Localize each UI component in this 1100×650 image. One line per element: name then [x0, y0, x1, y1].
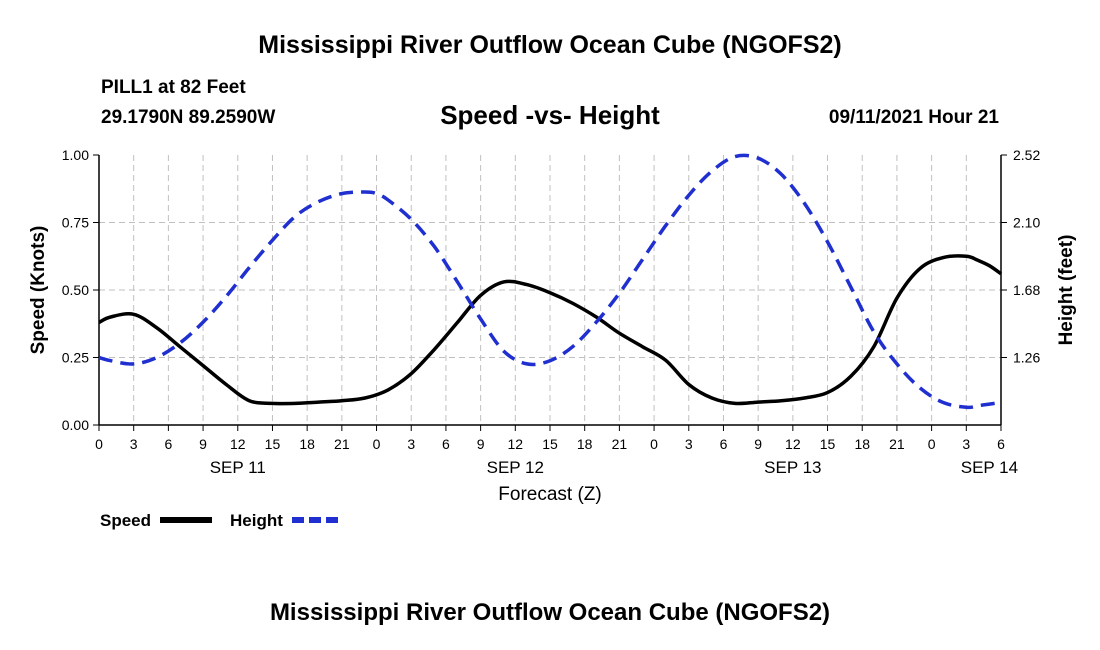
- x-tick-label: 21: [334, 436, 350, 452]
- x-tick-label: 12: [230, 436, 246, 452]
- x-tick-label: 0: [928, 436, 936, 452]
- x-tick-label: 12: [508, 436, 524, 452]
- x-tick-label: 9: [477, 436, 485, 452]
- y-left-tick-label: 0.00: [62, 417, 89, 433]
- y-left-tick-label: 1.00: [62, 147, 89, 163]
- plot-title: Speed -vs- Height: [440, 100, 660, 130]
- chart-title-bottom: Mississippi River Outflow Ocean Cube (NG…: [269, 599, 831, 626]
- x-tick-label: 21: [889, 436, 905, 452]
- y-right-tick-label: 2.52: [1013, 147, 1040, 163]
- x-tick-label: 9: [754, 436, 762, 452]
- y-left-tick-label: 0.75: [62, 215, 89, 231]
- date-label: SEP 11: [210, 458, 266, 477]
- x-tick-label: 0: [650, 436, 658, 452]
- x-tick-label: 18: [854, 436, 870, 452]
- y-right-tick-label: 1.26: [1013, 350, 1040, 366]
- x-tick-label: 6: [720, 436, 728, 452]
- x-tick-label: 15: [265, 436, 281, 452]
- x-tick-label: 15: [820, 436, 836, 452]
- x-tick-label: 21: [612, 436, 628, 452]
- y-left-axis-title: Speed (Knots): [28, 226, 49, 355]
- x-tick-label: 15: [542, 436, 558, 452]
- station-coords: 29.1790N 89.2590W: [101, 107, 276, 128]
- y-right-axis-title: Height (feet): [1056, 235, 1077, 346]
- x-tick-label: 3: [962, 436, 970, 452]
- x-tick-label: 9: [199, 436, 207, 452]
- x-tick-label: 6: [442, 436, 450, 452]
- x-tick-label: 3: [130, 436, 138, 452]
- x-tick-label: 0: [373, 436, 381, 452]
- x-axis-title: Forecast (Z): [498, 484, 601, 505]
- x-tick-label: 12: [785, 436, 801, 452]
- y-right-tick-label: 1.68: [1013, 282, 1040, 298]
- series-line-speed: [98, 254, 1003, 406]
- date-label: SEP 14: [961, 458, 1018, 477]
- date-label: SEP 13: [764, 458, 821, 477]
- x-tick-label: 3: [407, 436, 415, 452]
- y-left-tick-label: 0.50: [62, 282, 89, 298]
- x-tick-label: 0: [95, 436, 103, 452]
- series-line-height: [98, 153, 1002, 410]
- chart-title-top: Mississippi River Outflow Ocean Cube (NG…: [258, 31, 842, 59]
- date-label: SEP 12: [487, 458, 544, 477]
- y-left-tick-label: 0.25: [62, 350, 89, 366]
- legend-label-height: Height: [230, 511, 283, 530]
- y-right-tick-label: 2.10: [1013, 215, 1040, 231]
- legend-label-speed: Speed: [100, 511, 151, 530]
- x-tick-label: 3: [685, 436, 693, 452]
- timestamp: 09/11/2021 Hour 21: [828, 107, 999, 128]
- x-tick-label: 6: [164, 436, 172, 452]
- station-name: PILL1 at 82 Feet: [101, 77, 246, 98]
- x-tick-label: 6: [997, 436, 1005, 452]
- x-tick-label: 18: [577, 436, 593, 452]
- x-tick-label: 18: [299, 436, 315, 452]
